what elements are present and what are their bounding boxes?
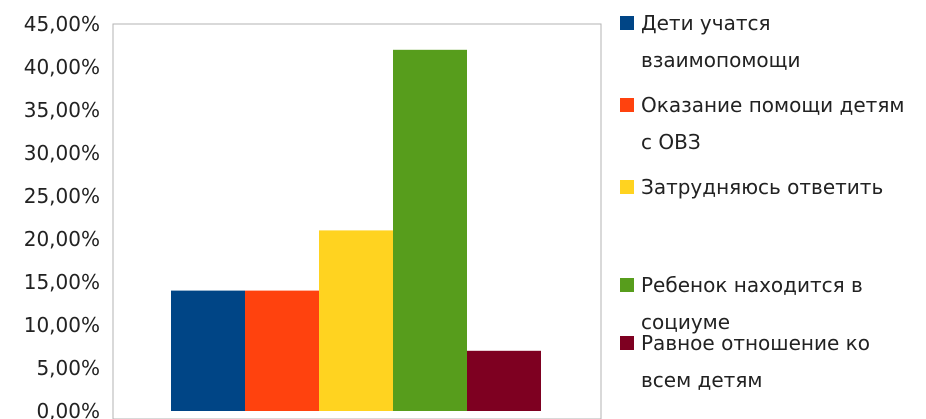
- bar: [393, 49, 467, 412]
- legend-label: Дети учатся: [641, 11, 771, 35]
- y-tick-label: 30,00%: [24, 141, 100, 165]
- legend-label: Равное отношение ко: [641, 331, 870, 355]
- legend: Дети учатся взаимопомощи Оказание помощи д…: [620, 11, 904, 392]
- bar: [245, 290, 319, 411]
- legend-label: Оказание помощи детям: [641, 93, 904, 117]
- legend-label: Ребенок находится в: [641, 273, 863, 297]
- legend-marker: [620, 278, 634, 292]
- legend-marker: [620, 180, 634, 194]
- y-tick-label: 5,00%: [36, 356, 100, 380]
- y-tick-label: 10,00%: [24, 313, 100, 337]
- y-tick-label: 0,00%: [36, 399, 100, 419]
- y-axis: 0,00% 5,00% 10,00% 15,00% 20,00% 25,00% 30,00%…: [24, 12, 100, 419]
- y-tick-label: 20,00%: [24, 227, 100, 251]
- y-tick-label: 45,00%: [24, 12, 100, 36]
- y-tick-label: 15,00%: [24, 270, 100, 294]
- legend-label: социуме: [641, 310, 730, 334]
- legend-label: с ОВЗ: [641, 130, 701, 154]
- bar: [171, 290, 245, 411]
- legend-label: всем детям: [641, 368, 762, 392]
- legend-marker: [620, 336, 634, 350]
- legend-label: взаимопомощи: [641, 48, 800, 72]
- y-tick-label: 35,00%: [24, 98, 100, 122]
- legend-label: Затрудняюсь ответить: [641, 175, 883, 199]
- legend-marker: [620, 16, 634, 30]
- y-tick-label: 25,00%: [24, 184, 100, 208]
- bars: [171, 49, 541, 412]
- legend-marker: [620, 98, 634, 112]
- bar: [467, 350, 541, 411]
- y-tick-label: 40,00%: [24, 55, 100, 79]
- bar: [319, 230, 393, 411]
